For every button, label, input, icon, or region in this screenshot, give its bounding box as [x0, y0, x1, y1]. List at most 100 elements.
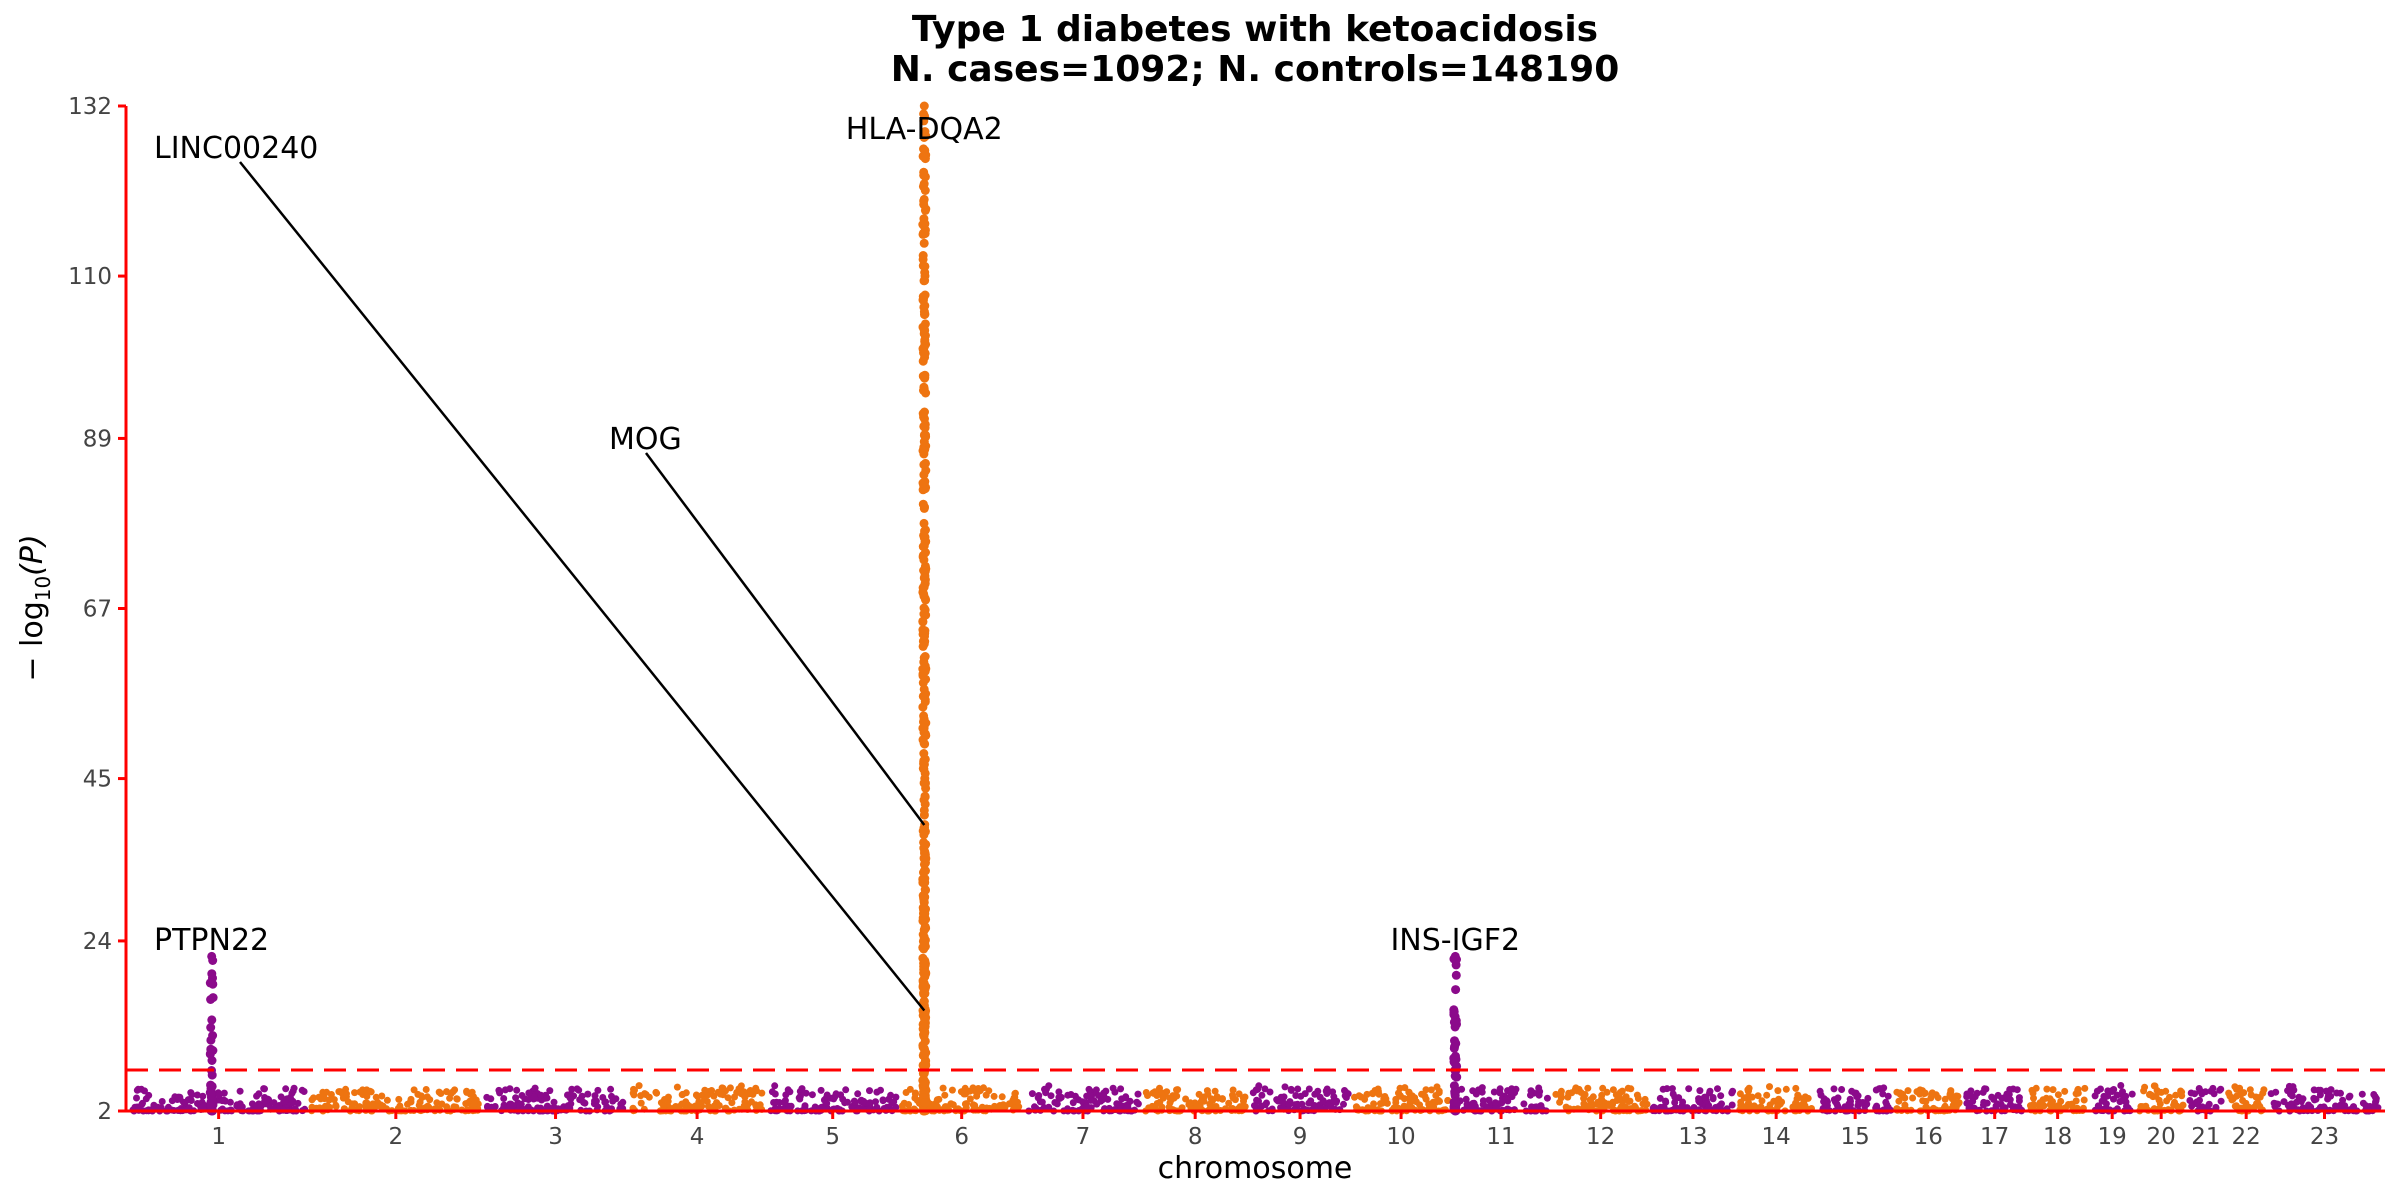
snp-point — [2104, 1087, 2112, 1095]
snp-point — [1173, 1092, 1181, 1100]
peak-point — [919, 470, 929, 480]
snp-point — [1092, 1086, 1100, 1094]
peak-point — [918, 499, 928, 509]
snp-point — [1536, 1088, 1544, 1096]
snp-point — [470, 1100, 478, 1108]
peak-point — [920, 423, 930, 433]
peak-point — [920, 335, 930, 345]
snp-point — [369, 1100, 377, 1108]
snp-point — [524, 1096, 532, 1103]
peak-point — [919, 830, 929, 840]
x-tick-label: 23 — [2310, 1124, 2339, 1150]
snp-point — [220, 1097, 228, 1104]
snp-point — [2191, 1090, 2199, 1098]
peak-point — [921, 204, 931, 214]
snp-point — [1255, 1097, 1262, 1105]
snp-point — [852, 1098, 859, 1106]
peak-point — [918, 409, 928, 419]
snp-point — [1134, 1090, 1142, 1098]
peak-point — [919, 1049, 929, 1059]
peak-point — [206, 1023, 216, 1032]
snp-point — [1882, 1098, 1890, 1106]
y-tick-label: 67 — [83, 597, 112, 623]
snp-point — [798, 1085, 806, 1093]
peak-point — [918, 542, 928, 552]
snp-point — [1173, 1086, 1180, 1094]
snp-point — [756, 1101, 764, 1109]
snp-point — [1301, 1090, 1309, 1098]
snp-point — [2027, 1102, 2034, 1110]
peak-point — [919, 805, 929, 815]
snp-point — [308, 1103, 316, 1111]
snp-point — [1182, 1095, 1190, 1103]
snp-point — [1622, 1104, 1630, 1111]
snp-point — [1922, 1103, 1930, 1111]
snp-point — [1087, 1096, 1095, 1104]
snp-point — [2013, 1086, 2021, 1094]
snp-point — [1035, 1092, 1043, 1099]
snp-point — [567, 1095, 575, 1103]
snp-point — [2151, 1082, 2159, 1090]
snp-point — [2349, 1104, 2357, 1112]
peak-point — [918, 616, 928, 626]
snp-point — [1206, 1100, 1214, 1108]
snp-point — [887, 1091, 895, 1099]
snp-point — [1717, 1092, 1725, 1100]
snp-point — [2202, 1088, 2209, 1096]
peak-point — [920, 823, 929, 833]
snp-point — [1133, 1098, 1141, 1106]
snp-point — [1123, 1103, 1131, 1111]
snp-point — [395, 1095, 403, 1103]
snp-point — [2239, 1097, 2247, 1104]
snp-point — [1763, 1091, 1771, 1099]
y-tick-label: 45 — [83, 767, 112, 793]
snp-point — [437, 1090, 445, 1097]
peak-point — [919, 639, 929, 649]
x-tick-label: 15 — [1841, 1124, 1870, 1150]
peak-point — [921, 923, 931, 933]
snp-point — [1292, 1092, 1300, 1099]
snp-point — [715, 1102, 723, 1109]
snp-point — [801, 1102, 809, 1110]
snp-point — [1758, 1097, 1766, 1105]
snp-point — [294, 1099, 302, 1107]
chromosome-11-points — [1449, 951, 1551, 1116]
snp-point — [1782, 1085, 1790, 1093]
snp-point — [1508, 1093, 1516, 1101]
peak-point — [1451, 1038, 1461, 1048]
snp-point — [737, 1082, 745, 1090]
snp-point — [2074, 1086, 2082, 1094]
snp-point — [1801, 1093, 1809, 1101]
snp-point — [236, 1087, 244, 1095]
peak-point — [920, 172, 930, 182]
snp-point — [351, 1089, 359, 1097]
snp-point — [998, 1093, 1006, 1101]
snp-point — [2217, 1097, 2225, 1105]
peak-point — [920, 695, 930, 705]
snp-point — [748, 1098, 755, 1106]
snp-point — [619, 1098, 627, 1106]
peak-point — [208, 993, 218, 1003]
snp-point — [631, 1086, 638, 1094]
snp-point — [2046, 1095, 2054, 1103]
snp-point — [1163, 1088, 1171, 1096]
peak-point — [920, 348, 930, 358]
peak-point — [919, 932, 929, 942]
snp-point — [422, 1086, 430, 1093]
snp-point — [1572, 1084, 1580, 1092]
snp-point — [1879, 1090, 1887, 1098]
peak-point — [918, 151, 928, 161]
peak-point — [918, 583, 928, 593]
snp-point — [1153, 1092, 1161, 1099]
snp-point — [879, 1096, 887, 1104]
annotation-leader-line — [644, 452, 926, 826]
snp-point — [193, 1091, 201, 1099]
snp-point — [1729, 1087, 1737, 1095]
snp-point — [607, 1085, 615, 1093]
snp-point — [660, 1102, 667, 1110]
snp-point — [487, 1095, 495, 1103]
snp-point — [1479, 1101, 1487, 1108]
snp-point — [1880, 1084, 1888, 1092]
snp-point — [1679, 1098, 1687, 1106]
snp-point — [1685, 1085, 1693, 1093]
